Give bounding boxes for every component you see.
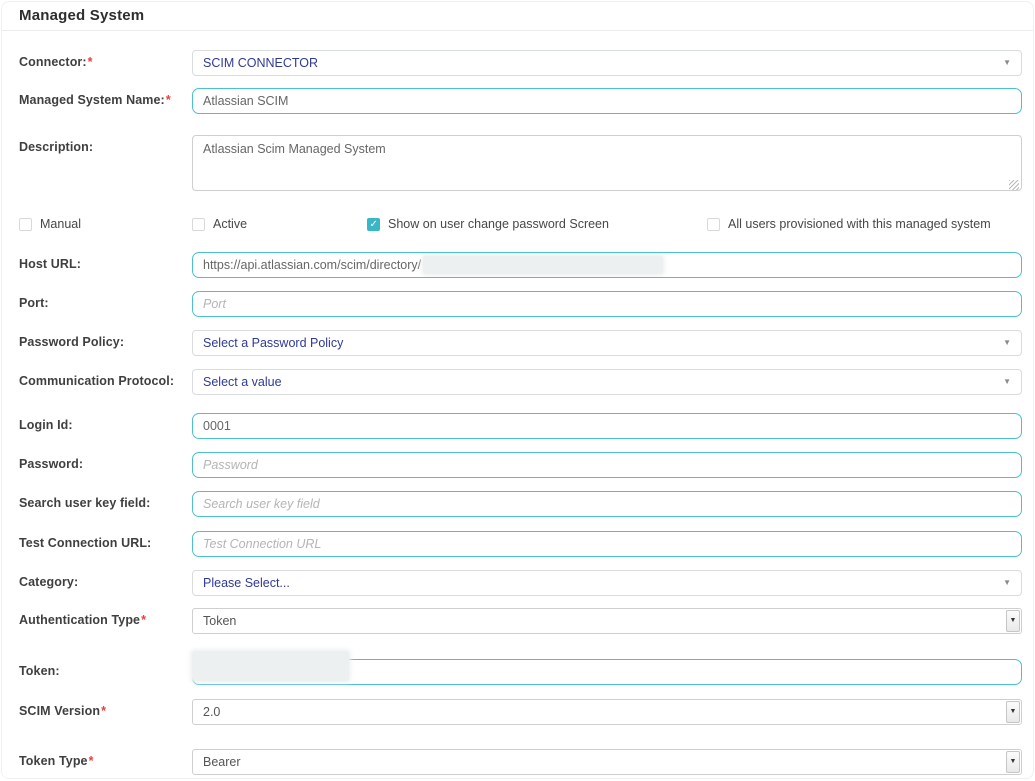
chevron-down-icon [1003, 331, 1011, 355]
chevron-down-icon [1003, 370, 1011, 394]
managed-system-form: Connector:* SCIM CONNECTOR Managed Syste… [2, 31, 1033, 775]
communication-protocol-value: Select a value [203, 375, 282, 389]
category-dropdown[interactable]: Please Select... [192, 570, 1022, 596]
connector-label: Connector:* [19, 55, 93, 69]
connector-value: SCIM CONNECTOR [203, 56, 319, 70]
host-url-label: Host URL: [19, 257, 82, 271]
select-arrow-icon [1006, 751, 1020, 773]
checkbox-manual[interactable]: Manual [19, 217, 81, 231]
select-arrow-icon [1006, 610, 1020, 632]
host-url-value: https://api.atlassian.com/scim/directory… [203, 258, 422, 272]
description-label: Description: [19, 140, 94, 154]
redacted-value-blur [192, 651, 349, 681]
category-label: Category: [19, 575, 79, 589]
row-login-id: Login Id: [19, 413, 1022, 439]
description-textarea[interactable]: Atlassian Scim Managed System [192, 135, 1022, 191]
row-category: Category: Please Select... [19, 570, 1022, 596]
password-policy-dropdown[interactable]: Select a Password Policy [192, 330, 1022, 356]
page-title: Managed System [19, 7, 145, 24]
row-description: Description: Atlassian Scim Managed Syst… [19, 135, 1022, 194]
row-password: Password: [19, 452, 1022, 478]
row-scim-version: SCIM Version* 2.0 [19, 699, 1022, 725]
scim-version-select[interactable]: 2.0 [192, 699, 1022, 725]
row-token-type: Token Type* Bearer [19, 749, 1022, 775]
checkbox-icon[interactable] [192, 217, 205, 231]
row-host-url: Host URL: https://api.atlassian.com/scim… [19, 252, 1022, 278]
row-authentication-type: Authentication Type* Token [19, 608, 1022, 634]
checkbox-all-users-provisioned-label: All users provisioned with this managed … [728, 217, 991, 231]
checkbox-icon[interactable] [19, 217, 32, 231]
checkbox-active-label: Active [213, 217, 248, 231]
communication-protocol-label: Communication Protocol: [19, 374, 175, 388]
category-value: Please Select... [203, 576, 290, 590]
port-input[interactable] [192, 291, 1022, 317]
port-label: Port: [19, 296, 49, 310]
token-type-value: Bearer [203, 755, 241, 769]
row-search-user-key-field: Search user key field: [19, 491, 1022, 517]
token-type-label: Token Type* [19, 754, 94, 768]
checkbox-checked-icon[interactable] [367, 217, 380, 231]
title-divider [2, 30, 1033, 31]
authentication-type-value: Token [203, 614, 237, 628]
password-policy-label: Password Policy: [19, 335, 125, 349]
managed-system-name-input[interactable] [192, 88, 1022, 114]
communication-protocol-dropdown[interactable]: Select a value [192, 369, 1022, 395]
textarea-resize-grip[interactable] [1009, 180, 1019, 190]
row-token: Token: [19, 651, 1022, 685]
row-checkboxes: Manual Active Show on user change passwo… [19, 217, 1022, 235]
login-id-label: Login Id: [19, 418, 73, 432]
redacted-value-blur [423, 256, 664, 274]
select-arrow-icon [1006, 701, 1020, 723]
row-test-connection-url: Test Connection URL: [19, 531, 1022, 557]
row-managed-system-name: Managed System Name:* [19, 88, 1022, 114]
search-user-key-field-label: Search user key field: [19, 496, 151, 510]
login-id-input[interactable] [192, 413, 1022, 439]
token-type-select[interactable]: Bearer [192, 749, 1022, 775]
row-communication-protocol: Communication Protocol: Select a value [19, 369, 1022, 395]
row-password-policy: Password Policy: Select a Password Polic… [19, 330, 1022, 356]
checkbox-active[interactable]: Active [192, 217, 247, 231]
scim-version-value: 2.0 [203, 705, 221, 719]
connector-dropdown[interactable]: SCIM CONNECTOR [192, 50, 1022, 76]
chevron-down-icon [1003, 571, 1011, 595]
password-input[interactable] [192, 452, 1022, 478]
password-policy-value: Select a Password Policy [203, 336, 344, 350]
checkbox-manual-label: Manual [40, 217, 81, 231]
test-connection-url-input[interactable] [192, 531, 1022, 557]
test-connection-url-label: Test Connection URL: [19, 536, 152, 550]
checkbox-all-users-provisioned[interactable]: All users provisioned with this managed … [707, 217, 991, 231]
row-port: Port: [19, 291, 1022, 317]
managed-system-name-label: Managed System Name:* [19, 93, 171, 107]
row-connector: Connector:* SCIM CONNECTOR [19, 50, 1022, 76]
host-url-input[interactable]: https://api.atlassian.com/scim/directory… [192, 252, 1022, 278]
authentication-type-select[interactable]: Token [192, 608, 1022, 634]
authentication-type-label: Authentication Type* [19, 613, 147, 627]
password-label: Password: [19, 457, 84, 471]
search-user-key-field-input[interactable] [192, 491, 1022, 517]
chevron-down-icon [1003, 51, 1011, 75]
token-label: Token: [19, 664, 60, 678]
checkbox-icon[interactable] [707, 217, 720, 231]
scim-version-label: SCIM Version* [19, 704, 107, 718]
checkbox-show-on-password-screen-label: Show on user change password Screen [388, 217, 609, 231]
checkbox-show-on-password-screen[interactable]: Show on user change password Screen [367, 217, 609, 231]
